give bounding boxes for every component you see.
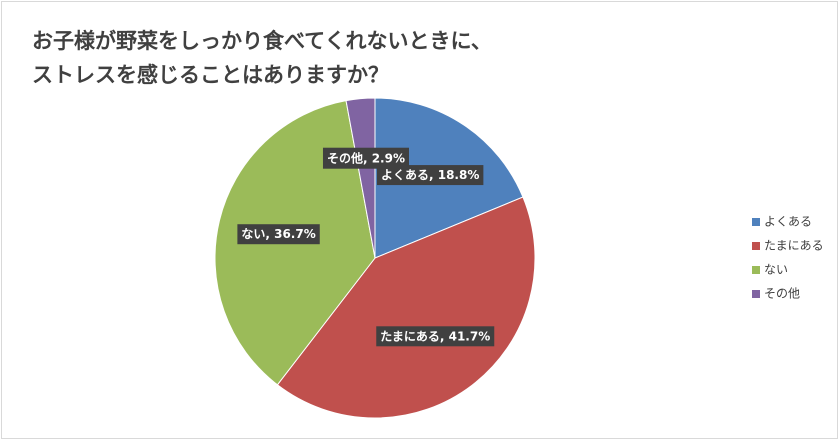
data-label: よくある, 18.8% xyxy=(377,165,484,186)
legend-label: よくある xyxy=(764,215,812,229)
chart-title: ストレスを感じることはありますか？ xyxy=(32,63,389,87)
data-label: その他, 2.9% xyxy=(322,147,409,169)
legend-swatch xyxy=(752,290,760,298)
data-label-bg xyxy=(376,326,495,347)
data-label: ない, 36.7% xyxy=(237,224,320,245)
pie-slice xyxy=(345,97,376,259)
pie-slice xyxy=(276,196,536,419)
legend-label: たまにある xyxy=(764,239,824,253)
data-label-bg xyxy=(237,224,320,245)
data-label-text: よくある, 18.8% xyxy=(381,168,479,182)
data-label: たまにある, 41.7% xyxy=(376,326,495,347)
data-label-bg xyxy=(377,165,484,186)
data-label-bg xyxy=(322,147,409,169)
data-label-text: ない, 36.7% xyxy=(241,227,315,241)
legend-label: その他 xyxy=(764,287,800,301)
data-label-text: たまにある, 41.7% xyxy=(380,329,490,343)
chart-title: お子様が野菜をしっかり食べてくれないときに、 xyxy=(32,29,492,53)
legend-label: ない xyxy=(764,263,788,277)
data-label-text: その他, 2.9% xyxy=(327,151,405,166)
legend-swatch xyxy=(752,242,760,250)
legend-swatch xyxy=(752,218,760,226)
legend-swatch xyxy=(752,266,760,274)
